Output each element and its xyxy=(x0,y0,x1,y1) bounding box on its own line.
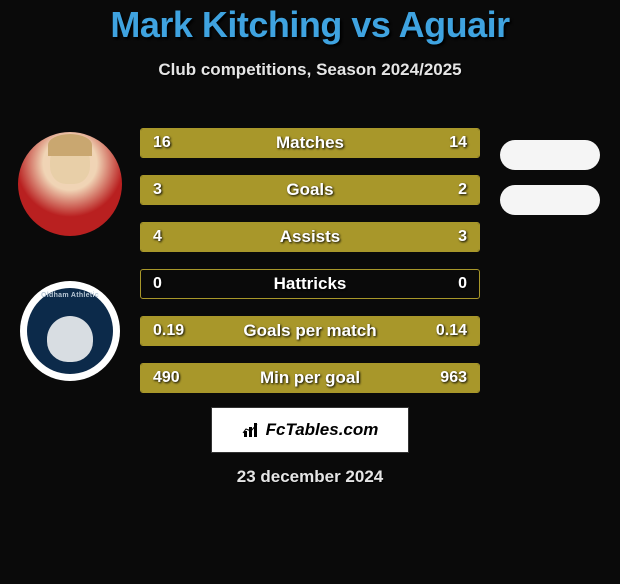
stat-value-left: 16 xyxy=(153,134,171,152)
stat-value-right: 14 xyxy=(449,134,467,152)
stat-value-left: 0 xyxy=(153,275,162,293)
source-logo-text: FcTables.com xyxy=(266,420,379,440)
player-column-left: Oldham Athletic xyxy=(10,128,130,381)
player-photo xyxy=(18,132,122,236)
stat-row: 16 14 Matches xyxy=(140,128,480,158)
stat-label: Min per goal xyxy=(260,368,360,388)
stat-value-left: 0.19 xyxy=(153,322,184,340)
stat-value-right: 0.14 xyxy=(436,322,467,340)
stat-value-right: 963 xyxy=(440,369,467,387)
stats-column: 16 14 Matches 3 2 Goals 4 3 Assists 0 0 Hattricks 0.… xyxy=(140,128,480,393)
footer: FcTables.com 23 december 2024 xyxy=(10,407,610,487)
stat-value-right: 3 xyxy=(458,228,467,246)
stat-row: 4 3 Assists xyxy=(140,222,480,252)
subtitle: Club competitions, Season 2024/2025 xyxy=(10,60,610,80)
stat-label: Goals xyxy=(286,180,333,200)
stat-row: 0 0 Hattricks xyxy=(140,269,480,299)
stat-row: 0.19 0.14 Goals per match xyxy=(140,316,480,346)
stat-value-left: 4 xyxy=(153,228,162,246)
club-badge: Oldham Athletic xyxy=(20,281,120,381)
club-badge-text: Oldham Athletic xyxy=(41,292,99,299)
club-placeholder xyxy=(500,185,600,215)
stat-value-left: 490 xyxy=(153,369,180,387)
chart-icon xyxy=(242,421,260,439)
stat-value-left: 3 xyxy=(153,181,162,199)
stat-label: Assists xyxy=(280,227,340,247)
generated-date: 23 december 2024 xyxy=(237,467,384,487)
stat-value-right: 2 xyxy=(458,181,467,199)
stat-row: 490 963 Min per goal xyxy=(140,363,480,393)
stat-value-right: 0 xyxy=(458,275,467,293)
player-column-right xyxy=(490,128,610,215)
stat-label: Matches xyxy=(276,133,344,153)
player-placeholder xyxy=(500,140,600,170)
stat-row: 3 2 Goals xyxy=(140,175,480,205)
page-title: Mark Kitching vs Aguair xyxy=(10,4,610,46)
stat-label: Goals per match xyxy=(243,321,376,341)
source-logo: FcTables.com xyxy=(211,407,409,453)
comparison-area: Oldham Athletic 16 14 Matches 3 2 Goals 4 3 Assi… xyxy=(10,128,610,393)
stat-label: Hattricks xyxy=(274,274,347,294)
